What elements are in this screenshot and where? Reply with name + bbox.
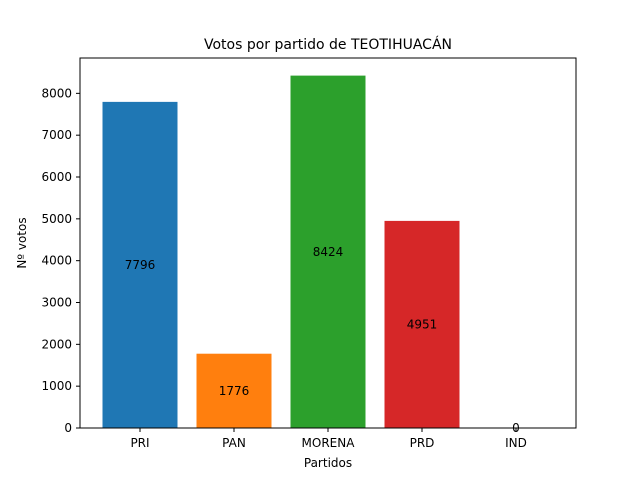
bar-morena [290, 75, 366, 428]
y-tick-label: 8000 [41, 86, 72, 100]
y-tick-label: 3000 [41, 296, 72, 310]
x-axis: PRI PAN MORENA PRD IND [130, 428, 527, 450]
bar-prd [384, 220, 460, 428]
y-axis: 0 1000 2000 3000 4000 5000 6000 7000 8000 [41, 86, 80, 435]
data-label-pan: 1776 [219, 384, 250, 398]
x-tick-label: MORENA [302, 436, 356, 450]
y-tick-label: 0 [64, 421, 72, 435]
y-tick-label: 1000 [41, 379, 72, 393]
data-label-pri: 7796 [125, 258, 156, 272]
y-axis-label: Nº votos [15, 217, 29, 268]
bar-pan [196, 353, 272, 428]
y-tick-label: 2000 [41, 337, 72, 351]
data-label-prd: 4951 [407, 317, 438, 331]
bars-group [102, 75, 460, 428]
x-axis-label: Partidos [304, 456, 352, 470]
x-tick-label: IND [505, 436, 527, 450]
data-label-morena: 8424 [313, 245, 344, 259]
chart-title: Votos por partido de TEOTIHUACÁN [204, 36, 452, 53]
y-tick-label: 7000 [41, 128, 72, 142]
x-tick-label: PRI [130, 436, 149, 450]
x-tick-label: PRD [410, 436, 435, 450]
bar-pri [102, 101, 178, 428]
y-tick-label: 6000 [41, 170, 72, 184]
x-tick-label: PAN [222, 436, 246, 450]
y-tick-label: 5000 [41, 212, 72, 226]
y-tick-label: 4000 [41, 254, 72, 268]
